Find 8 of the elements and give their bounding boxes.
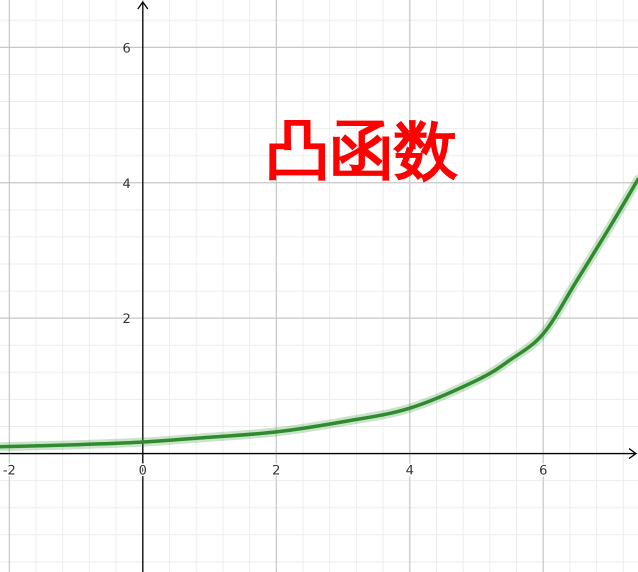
y-tick-label: 6	[122, 41, 131, 56]
x-tick-label: 2	[272, 464, 280, 479]
x-tick-label: -2	[2, 464, 16, 479]
x-tick-label: 6	[539, 464, 548, 479]
y-tick-label: 4	[122, 176, 131, 192]
y-tick-label: 2	[122, 312, 131, 328]
text: 凸函数	[266, 113, 459, 188]
x-tick-label: 4	[406, 464, 414, 479]
